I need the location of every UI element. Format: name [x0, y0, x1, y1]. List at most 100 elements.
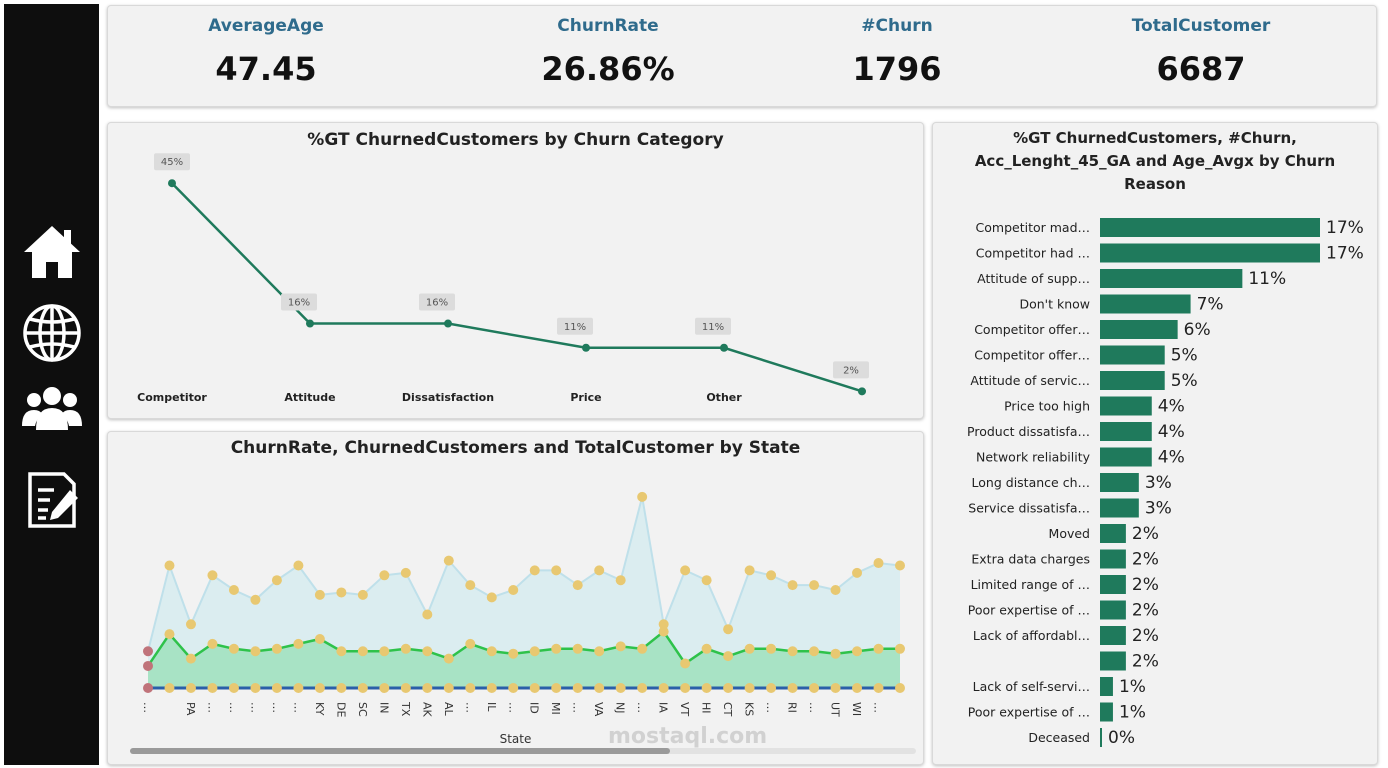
- churn-rate-point: [164, 683, 175, 693]
- churned-customers-point: [637, 643, 648, 654]
- total-customer-point: [572, 580, 583, 591]
- category-label: Network reliability: [976, 450, 1091, 465]
- category-label: Long distance ch…: [972, 475, 1090, 490]
- category-label: Competitor mad…: [976, 220, 1090, 235]
- category-label: Competitor offer…: [974, 322, 1090, 337]
- churned-customers-area: [148, 631, 900, 688]
- reason-bar: [1100, 294, 1191, 314]
- data-label-bg: [833, 361, 869, 379]
- category-label: Price too high: [1004, 399, 1090, 414]
- churn-rate-point: [143, 683, 153, 693]
- churned-customers-point: [443, 653, 454, 664]
- bar-value-label: 3%: [1145, 473, 1172, 493]
- x-tick-label: KS: [743, 702, 756, 716]
- churn-rate-point: [400, 683, 411, 693]
- churn-category-title: %GT ChurnedCustomers by Churn Category: [307, 130, 724, 150]
- churn-rate-point: [293, 683, 304, 693]
- horizontal-scrollbar-thumb[interactable]: [130, 748, 670, 754]
- churned-customers-point: [400, 643, 411, 654]
- churned-customers-point: [250, 646, 261, 657]
- reason-bar: [1100, 396, 1152, 416]
- category-label: Don't know: [1019, 297, 1090, 312]
- total-customer-point: [486, 592, 497, 603]
- kpi-label: TotalCustomer: [1131, 16, 1271, 36]
- total-customer-point: [787, 580, 798, 591]
- total-customer-point: [465, 580, 476, 591]
- total-customer-point: [680, 565, 691, 576]
- total-customer-point: [357, 589, 368, 600]
- total-customer-point: [830, 585, 841, 595]
- churn-rate-point: [250, 683, 261, 693]
- reason-bar: [1100, 626, 1126, 645]
- bar-value-label: 7%: [1197, 295, 1224, 315]
- bar-value-label: 11%: [1248, 269, 1286, 289]
- category-label: Poor expertise of …: [968, 603, 1090, 618]
- category-label: Extra data charges: [971, 552, 1090, 567]
- reason-bar: [1100, 447, 1152, 467]
- total-customer-point: [637, 491, 648, 502]
- churn-reason-title: %GT ChurnedCustomers, #Churn, Acc_Lenght…: [974, 129, 1336, 193]
- users-icon[interactable]: [20, 376, 84, 440]
- total-customer-point: [615, 575, 626, 586]
- x-tick-label: …: [227, 702, 240, 713]
- bar-value-label: 2%: [1132, 524, 1159, 544]
- category-label: Lack of self-servi…: [973, 679, 1090, 694]
- data-label-bg: [154, 153, 190, 171]
- bar-value-label: 2%: [1132, 626, 1159, 646]
- kpi-value: 47.45: [215, 50, 317, 88]
- report-icon[interactable]: [20, 468, 84, 532]
- category-point: [720, 343, 728, 352]
- total-customer-point: [895, 560, 905, 571]
- x-tick-label: …: [571, 702, 584, 713]
- churned-customers-point: [873, 643, 884, 654]
- x-tick-label: IN: [377, 702, 390, 713]
- data-label: 45%: [161, 157, 183, 168]
- data-label-bg: [419, 293, 455, 311]
- churned-customers-point: [207, 638, 218, 649]
- category-label: Attitude of supp…: [977, 271, 1090, 286]
- churn-rate-point: [551, 683, 562, 693]
- x-tick-label: …: [764, 702, 777, 713]
- data-label-bg: [281, 293, 317, 311]
- globe-icon[interactable]: [20, 301, 84, 365]
- data-label: 11%: [564, 322, 586, 333]
- x-tick-label: WI: [850, 702, 863, 716]
- total-customer-point: [250, 594, 261, 605]
- category-label: Limited range of …: [971, 577, 1090, 592]
- total-customer-point: [551, 565, 562, 576]
- bar-value-label: 4%: [1158, 448, 1185, 468]
- total-customer-point: [207, 570, 218, 581]
- churned-customers-point: [830, 648, 841, 659]
- category-label: Deceased: [1028, 730, 1090, 745]
- kpi-label: AverageAge: [208, 16, 324, 36]
- reason-bar: [1100, 345, 1165, 365]
- reason-bar: [1100, 269, 1243, 288]
- data-label-bg: [695, 317, 731, 335]
- kpi-total-customer: TotalCustomer 6687: [1071, 6, 1331, 88]
- total-customer-point: [873, 558, 884, 569]
- state-chart: … PA … … … … … KY DE SC IN TX AK AL … IL … ID MI … VA NJ … IA VT…: [130, 491, 916, 754]
- total-customer-point: [422, 609, 433, 620]
- x-tick-label: TX: [399, 701, 412, 717]
- bar-value-label: 3%: [1145, 499, 1172, 519]
- churn-rate-point: [207, 683, 218, 693]
- churned-customers-point: [379, 646, 390, 657]
- total-customer-point: [809, 580, 820, 591]
- churn-rate-point: [228, 683, 239, 693]
- churned-customers-point: [422, 646, 433, 657]
- total-customer-point: [658, 619, 669, 630]
- x-tick-label: …: [141, 702, 154, 713]
- total-customer-point: [400, 567, 411, 578]
- category-label: Poor expertise of …: [968, 705, 1090, 720]
- watermark-logo: mostaql.com: [608, 724, 768, 749]
- churn-rate-point: [723, 683, 734, 693]
- total-customer-point: [228, 585, 239, 595]
- kpi-value: 26.86%: [541, 50, 675, 88]
- total-customer-point: [314, 589, 325, 600]
- state-x-axis-label: State: [499, 732, 532, 746]
- home-icon[interactable]: [20, 220, 84, 284]
- reason-bar: [1100, 524, 1126, 543]
- x-tick-label: ID: [528, 702, 541, 714]
- churn-rate-point: [615, 683, 626, 693]
- total-customer-area: [148, 496, 900, 688]
